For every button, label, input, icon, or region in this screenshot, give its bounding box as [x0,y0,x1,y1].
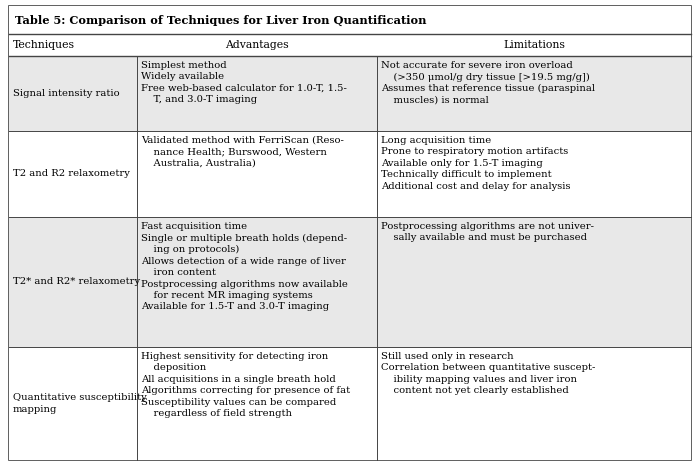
Text: Highest sensitivity for detecting iron
    deposition
All acquisitions in a sing: Highest sensitivity for detecting iron d… [141,352,350,418]
Text: Validated method with FerriScan (Reso-
    nance Health; Burswood, Western
    A: Validated method with FerriScan (Reso- n… [141,136,344,168]
Text: Simplest method
Widely available
Free web-based calculator for 1.0-T, 1.5-
    T: Simplest method Widely available Free we… [141,61,347,104]
Text: Not accurate for severe iron overload
    (>350 μmol/g dry tissue [>19.5 mg/g])
: Not accurate for severe iron overload (>… [381,61,595,105]
Text: Postprocessing algorithms are not univer-
    sally available and must be purcha: Postprocessing algorithms are not univer… [381,222,594,242]
Text: Techniques: Techniques [13,40,75,50]
Bar [9,34,691,56]
Bar [9,131,691,217]
Bar [9,6,691,34]
Text: Limitations: Limitations [503,40,565,50]
Text: Still used only in research
Correlation between quantitative suscept-
    ibilit: Still used only in research Correlation … [381,352,596,395]
Text: Signal intensity ratio: Signal intensity ratio [13,89,120,98]
Text: T2 and R2 relaxometry: T2 and R2 relaxometry [13,170,130,178]
Text: Quantitative susceptibility
mapping: Quantitative susceptibility mapping [13,393,147,414]
Text: Table 5: Comparison of Techniques for Liver Iron Quantification: Table 5: Comparison of Techniques for Li… [15,14,426,26]
Bar [9,217,691,347]
Text: T2* and R2* relaxometry: T2* and R2* relaxometry [13,277,140,287]
Bar [9,347,691,460]
Text: Fast acquisition time
Single or multiple breath holds (depend-
    ing on protoc: Fast acquisition time Single or multiple… [141,222,348,311]
Text: Advantages: Advantages [225,40,289,50]
Bar [9,56,691,131]
Text: Long acquisition time
Prone to respiratory motion artifacts
Available only for 1: Long acquisition time Prone to respirato… [381,136,570,191]
